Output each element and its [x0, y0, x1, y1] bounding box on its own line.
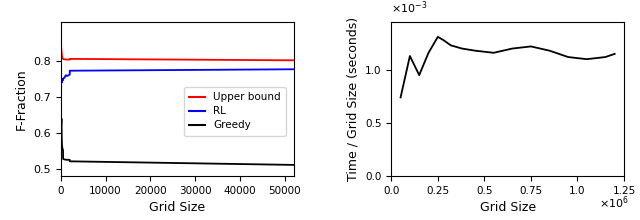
X-axis label: Grid Size: Grid Size	[149, 201, 205, 214]
Y-axis label: F-Fraction: F-Fraction	[15, 68, 28, 130]
Text: $\times10^6$: $\times10^6$	[598, 194, 628, 211]
Y-axis label: Time / Grid Size (seconds): Time / Grid Size (seconds)	[346, 17, 360, 181]
Text: $\times10^{-3}$: $\times10^{-3}$	[391, 0, 428, 16]
Legend: Upper bound, RL, Greedy: Upper bound, RL, Greedy	[184, 87, 286, 136]
X-axis label: Grid Size: Grid Size	[479, 201, 536, 214]
